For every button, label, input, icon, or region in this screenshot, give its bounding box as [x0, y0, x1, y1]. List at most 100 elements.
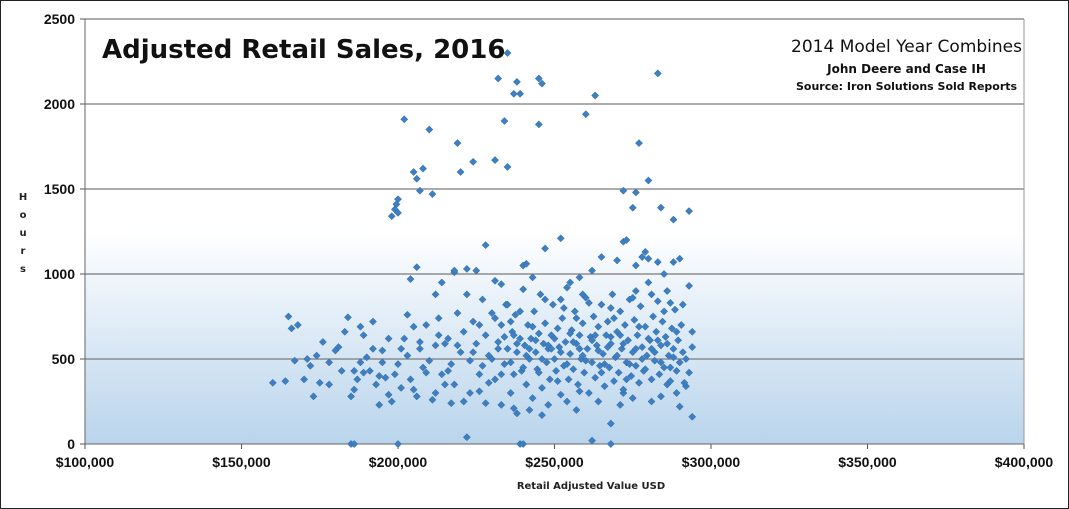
y-axis-label-letter: r [20, 246, 26, 257]
data-point [469, 317, 478, 326]
data-point [437, 278, 446, 287]
data-point [431, 290, 440, 299]
y-tick-label: 500 [52, 351, 76, 367]
data-point [512, 348, 521, 357]
data-point [484, 378, 493, 387]
data-point [672, 366, 681, 375]
data-point [630, 315, 639, 324]
data-point [688, 343, 697, 352]
data-point [453, 139, 462, 148]
data-point [509, 331, 518, 340]
data-point [558, 314, 567, 323]
data-point [487, 309, 496, 318]
data-point [528, 322, 537, 331]
data-point [635, 378, 643, 387]
data-point [584, 389, 593, 397]
data-point [522, 259, 531, 268]
y-tick-label: 0 [67, 436, 75, 452]
data-point [444, 366, 453, 375]
data-point [403, 310, 412, 319]
data-point [591, 331, 600, 340]
x-tick-label: $200,000 [369, 454, 428, 470]
data-point [575, 331, 584, 340]
data-point [478, 361, 487, 370]
data-point [561, 338, 570, 346]
data-point [563, 283, 571, 292]
data-point [552, 366, 561, 375]
data-point [337, 366, 346, 375]
data-point [631, 344, 640, 353]
data-point [437, 370, 446, 379]
data-point [503, 344, 512, 353]
data-point [290, 356, 299, 365]
data-point [384, 334, 393, 343]
data-point [550, 355, 559, 363]
data-point [509, 89, 518, 98]
data-point [556, 234, 565, 243]
data-point [397, 383, 406, 392]
data-point [597, 300, 606, 309]
data-point [500, 332, 509, 341]
data-point [658, 317, 667, 326]
data-point [619, 385, 628, 394]
data-point [675, 358, 684, 367]
data-point [453, 309, 462, 318]
data-point [600, 360, 609, 369]
data-point [309, 392, 318, 401]
data-point [281, 377, 290, 386]
data-point [359, 331, 368, 340]
y-axis-label-letter: o [19, 210, 27, 221]
data-point [481, 241, 490, 250]
data-point [572, 314, 581, 323]
y-tick-label: 1000 [44, 266, 75, 282]
y-tick-label: 2500 [44, 11, 75, 27]
data-point [603, 317, 612, 326]
data-point [340, 327, 349, 336]
data-point [616, 331, 625, 340]
data-point [541, 244, 550, 253]
data-point [318, 338, 327, 346]
data-point [509, 370, 518, 379]
data-point [631, 188, 640, 197]
data-point [519, 285, 528, 294]
data-point [606, 332, 615, 341]
data-point [447, 399, 456, 408]
data-point [581, 110, 590, 119]
data-point [428, 395, 437, 404]
data-point [538, 383, 546, 392]
data-point [566, 349, 575, 358]
data-point [647, 290, 656, 299]
data-point [638, 355, 647, 363]
data-point [614, 368, 623, 377]
data-point [431, 341, 440, 350]
data-point [356, 322, 365, 331]
data-point [303, 355, 312, 363]
data-point [688, 327, 697, 336]
data-point [631, 261, 640, 270]
data-point [394, 195, 402, 204]
data-point [406, 375, 415, 384]
data-point [656, 203, 665, 212]
data-point [622, 375, 631, 384]
data-point [644, 278, 653, 287]
data-point [638, 253, 647, 261]
data-point [628, 394, 637, 403]
data-point [685, 368, 694, 377]
data-point [660, 270, 669, 278]
data-point [315, 378, 324, 387]
data-point [544, 400, 553, 409]
data-point [503, 162, 512, 171]
y-tick-label: 2000 [44, 96, 75, 112]
data-point [588, 266, 597, 275]
data-point [519, 440, 528, 448]
data-point [522, 380, 531, 389]
data-point [512, 339, 521, 348]
data-point [531, 348, 540, 357]
data-point [497, 400, 506, 409]
data-point [613, 256, 622, 265]
data-point [672, 389, 681, 397]
data-point [375, 372, 384, 380]
y-axis-label-letter: H [18, 192, 28, 203]
